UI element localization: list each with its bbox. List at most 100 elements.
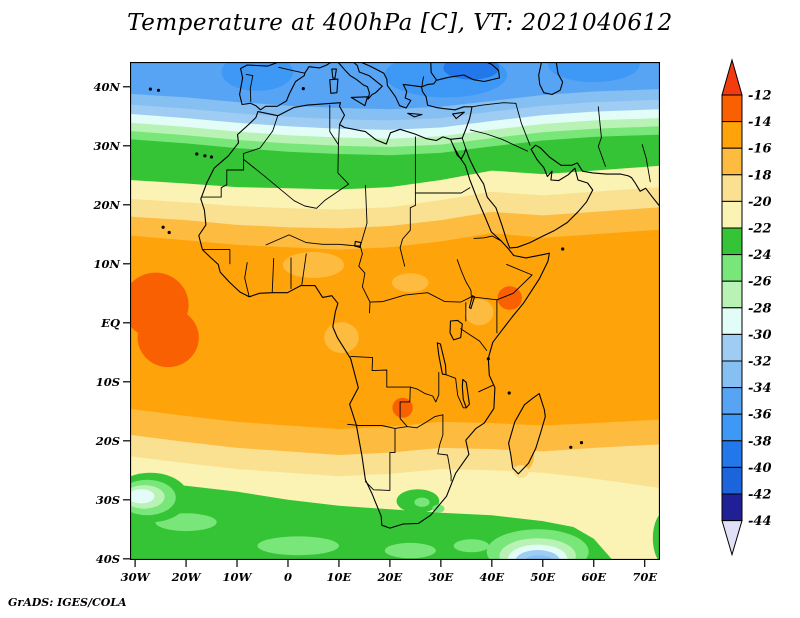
x-tick-label: 20W (171, 570, 202, 584)
country-border (347, 423, 418, 429)
cold-eddy-sw-indian-ocean (523, 555, 554, 560)
island-dot (148, 87, 152, 91)
island-dot (569, 445, 573, 449)
island-dot (486, 357, 490, 361)
coastline (468, 295, 476, 310)
temp-band--24-to--22 (130, 482, 613, 560)
light-green-spots-south-africa (414, 497, 430, 507)
coastline (453, 145, 467, 160)
country-border (301, 253, 307, 287)
colorbar-over-arrow (721, 58, 743, 96)
light-green-band-southern-ocean (384, 542, 436, 559)
cold-strip-right-edge (652, 514, 660, 560)
country-border (329, 104, 339, 146)
country-border (359, 184, 368, 247)
island-dot (195, 152, 199, 156)
country-border (456, 259, 472, 298)
colorbar-label: -26 (748, 275, 772, 290)
country-border (641, 144, 651, 183)
cold-core-east-anatolia (443, 62, 500, 80)
x-tick-label: 30E (428, 570, 453, 584)
country-border (473, 235, 502, 242)
island-dot (209, 155, 214, 159)
country-border (278, 66, 306, 74)
country-border (245, 73, 254, 102)
y-tick-label: 20S (95, 434, 120, 448)
colorbar-label: -18 (748, 168, 772, 183)
coastline (449, 319, 463, 341)
coastline (508, 393, 546, 475)
coastline (452, 111, 465, 120)
country-border (421, 76, 424, 87)
coastline (449, 137, 463, 140)
warm-patch-west-africa (324, 322, 359, 353)
colorbar-label: -42 (748, 488, 772, 503)
country-border (437, 414, 444, 455)
y-tick-label: EQ (100, 316, 120, 330)
colorbar-segment (721, 307, 743, 335)
coastline (465, 144, 660, 249)
cold-eddy-south-atlantic (130, 489, 155, 504)
warm-spot-horn-of-africa (497, 286, 522, 310)
x-tick-label: 70E (632, 570, 657, 584)
colorbar-segment (721, 254, 743, 282)
x-tick-label: 10E (327, 570, 352, 584)
colorbar-segment (721, 360, 743, 389)
country-border (445, 374, 467, 409)
coastline (538, 62, 564, 96)
country-border (265, 234, 361, 247)
colorbar-under-arrow (721, 520, 743, 557)
country-border (471, 102, 517, 108)
colorbar-label: -22 (748, 222, 772, 237)
colorbar-label: -14 (748, 115, 772, 130)
coastline (420, 62, 501, 139)
island-dot (156, 88, 161, 92)
map-frame (130, 62, 660, 560)
colorbar-segment (721, 413, 743, 442)
light-green-band-southern-ocean (453, 539, 490, 553)
country-border (243, 115, 279, 154)
country-border (243, 158, 350, 209)
colorbar-segment (721, 147, 743, 176)
country-border (437, 453, 452, 482)
country-border (369, 292, 498, 303)
country-border (202, 249, 231, 265)
country-border (399, 204, 416, 267)
colorbar-segment (721, 466, 743, 495)
colorbar-label: -44 (748, 514, 772, 529)
light-green-band-southern-ocean (257, 536, 339, 556)
coastline (329, 78, 339, 94)
colorbar-label: -32 (748, 355, 772, 370)
cold-patch-iberia (221, 62, 294, 91)
x-tick-label: 30W (121, 570, 151, 584)
colorbar-label: -38 (748, 434, 772, 449)
colorbar-segment (721, 174, 743, 202)
colorbar-label: -40 (748, 461, 772, 476)
light-green-spots-south-africa (432, 504, 445, 513)
x-tick-label: 20E (377, 570, 403, 584)
coastline (354, 240, 362, 248)
colorbar-segment (721, 200, 743, 229)
colorbar-label: -24 (748, 248, 772, 263)
country-border (200, 153, 245, 198)
y-tick-label: 30N (93, 139, 120, 153)
chart-title: Temperature at 400hPa [C], VT: 202104061… (127, 10, 673, 36)
x-tick-label: 0 (284, 570, 292, 584)
y-tick-label: 10S (96, 375, 120, 389)
country-border (461, 137, 467, 150)
colorbar-label: -30 (748, 328, 772, 343)
country-border (409, 371, 440, 403)
y-tick-label: 40S (96, 552, 120, 566)
colorbar-segment (721, 121, 743, 149)
colorbar-segment (721, 94, 743, 123)
country-border (496, 263, 533, 301)
warm-spot-zambia (392, 397, 413, 418)
grads-credit: GrADS: IGES/COLA (8, 596, 127, 609)
x-tick-label: 60E (581, 570, 606, 584)
country-border (271, 258, 275, 294)
coastline (359, 62, 423, 109)
coastline (430, 62, 437, 81)
country-border (416, 414, 444, 429)
country-border (414, 187, 471, 194)
